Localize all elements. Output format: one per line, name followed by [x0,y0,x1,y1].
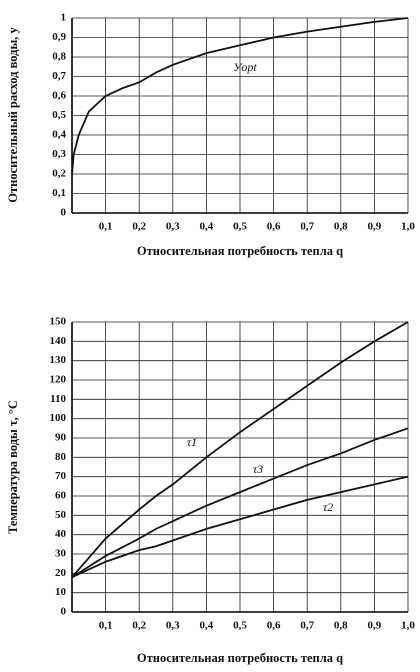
x-tick-label: 0,3 [166,221,180,233]
y-tick-label: 140 [50,335,67,347]
x-tick-label: 0,3 [166,620,180,632]
y-tick-label: 0 [61,606,67,618]
x-tick-label: 0,1 [99,221,113,233]
y-tick-label: 0,1 [52,187,66,199]
y-tick-label: 0 [61,207,67,219]
x-axis-title: Относительная потребность тепла q [137,651,343,665]
line [71,427,409,578]
x-tick-label: 0,5 [233,221,247,233]
x-tick-label: 0,7 [300,620,314,632]
x-tick-label: 0,6 [267,620,281,632]
y-tick-label: 150 [50,316,67,328]
y-tick-label: 0,4 [52,129,66,141]
x-tick-label: 0,4 [200,221,214,233]
y-tick-label: 0,3 [52,148,66,160]
x-tick-label: 0,9 [368,620,382,632]
y-tick-label: 50 [55,509,67,521]
x-tick-label: 0,6 [267,221,281,233]
y-tick-label: 0,9 [52,31,66,43]
line [71,321,409,578]
y-tick-label: 110 [50,393,66,405]
y-axis-title: Относительный расход воды, у [6,27,20,203]
x-tick-label: 0,2 [132,221,146,233]
x-tick-label: 0,9 [368,221,382,233]
x-tick-label: 0,2 [132,620,146,632]
x-tick-label: 0,4 [200,620,214,632]
y-tick-label: 0,7 [52,70,66,82]
x-tick-label: 1,0 [401,620,415,632]
x-tick-label: 0,1 [99,620,113,632]
series-label: Уopt [233,60,257,74]
y-tick-label: 20 [55,567,67,579]
y-axis-title: Температура воды τ, °C [6,400,20,534]
y-tick-label: 0,5 [52,109,66,121]
y-tick-label: 30 [55,548,67,560]
y-tick-label: 100 [50,412,67,424]
y-tick-label: 80 [55,451,67,463]
y-tick-label: 1 [61,12,67,24]
y-tick-label: 130 [50,354,67,366]
series-label: τ2 [323,500,333,514]
x-tick-label: 0,7 [300,221,314,233]
line [71,17,409,175]
y-tick-label: 40 [55,528,67,540]
y-tick-label: 60 [55,490,67,502]
x-tick-label: 0,8 [334,620,348,632]
x-tick-label: 0,8 [334,221,348,233]
y-tick-label: 70 [55,470,67,482]
y-tick-label: 120 [50,374,67,386]
y-tick-label: 0,8 [52,51,66,63]
y-tick-label: 0,6 [52,90,66,102]
y-tick-label: 0,2 [52,168,66,180]
series-label: τ3 [253,462,263,476]
x-axis-title: Относительная потребность тепла q [137,244,343,258]
x-tick-label: 0,5 [233,620,247,632]
y-tick-label: 90 [55,432,67,444]
y-tick-label: 10 [55,586,67,598]
series-label: τ1 [187,435,197,449]
x-tick-label: 1,0 [401,221,415,233]
line [71,475,409,579]
